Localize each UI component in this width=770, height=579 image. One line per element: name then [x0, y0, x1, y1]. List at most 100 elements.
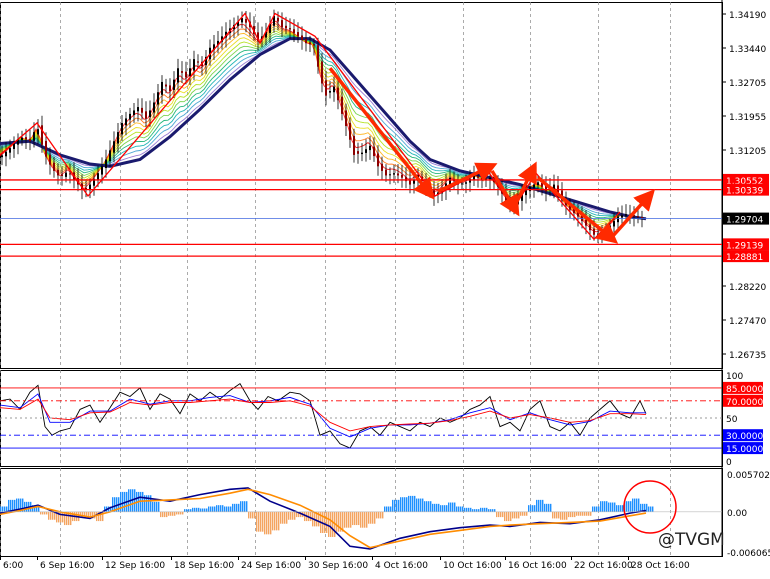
- macd-bar: [524, 511, 526, 516]
- macd-bar: [170, 511, 172, 516]
- candle-body: [129, 113, 131, 120]
- macd-bar: [26, 501, 28, 512]
- macd-bar: [632, 498, 634, 512]
- macd-bar: [310, 511, 312, 522]
- macd-bar: [516, 511, 518, 519]
- price-tick-label-8: 1.28220: [729, 283, 766, 293]
- macd-bar: [344, 511, 346, 528]
- macd-bar: [352, 511, 354, 526]
- macd-bar: [536, 499, 538, 512]
- candle-body: [525, 190, 527, 196]
- macd-bar: [454, 502, 456, 512]
- candle-body: [173, 79, 175, 90]
- macd-bar: [2, 506, 4, 512]
- macd-bar: [16, 498, 18, 512]
- candle-body: [465, 182, 467, 184]
- candle-body: [97, 173, 99, 181]
- macd-bar: [350, 511, 352, 528]
- macd-bar: [412, 495, 414, 512]
- macd-bar: [366, 511, 368, 528]
- macd-bar: [162, 511, 164, 518]
- macd-bar: [486, 507, 488, 512]
- x-tick-label-0: 6:00: [3, 561, 23, 571]
- candle-body: [553, 184, 555, 189]
- macd-bar: [558, 511, 560, 519]
- macd-bar: [368, 511, 370, 524]
- macd-bar: [192, 507, 194, 512]
- candle-body: [589, 224, 591, 231]
- macd-bar: [0, 506, 2, 512]
- macd-bar: [532, 505, 534, 512]
- macd-bar: [652, 506, 654, 512]
- macd-bar: [356, 511, 358, 526]
- macd-bar: [256, 511, 258, 532]
- candle-body: [409, 180, 411, 185]
- macd-bar: [190, 509, 192, 512]
- candle-body: [145, 111, 147, 119]
- price-tick-label-9: 1.27470: [729, 317, 766, 327]
- candle-body: [393, 173, 395, 175]
- hline-label-bg-4: [723, 212, 769, 225]
- macd-bar: [388, 506, 390, 512]
- macd-bar: [120, 491, 122, 512]
- macd-bar: [448, 502, 450, 512]
- macd-bar: [602, 501, 604, 512]
- macd-bar: [592, 506, 594, 512]
- macd-bar: [64, 511, 66, 526]
- osc-tick-label-0: 100: [726, 372, 743, 382]
- macd-bar: [180, 511, 182, 515]
- macd-bar: [160, 511, 162, 518]
- candle-body: [133, 110, 135, 116]
- macd-bar: [210, 506, 212, 512]
- hline-label-4: 1.29704: [726, 216, 763, 226]
- candle-body: [161, 81, 163, 95]
- candle-body: [157, 92, 159, 105]
- macd-bar: [562, 511, 564, 520]
- candle-body: [241, 18, 243, 23]
- macd-bar: [250, 511, 252, 519]
- price-tick-label-0: 1.34190: [729, 11, 766, 21]
- macd-bar: [272, 511, 274, 531]
- macd-bar: [318, 511, 320, 527]
- candle-body: [469, 178, 471, 183]
- macd-bar: [446, 505, 448, 512]
- macd-bar: [620, 505, 622, 512]
- candle-body: [269, 23, 271, 33]
- macd-bar: [60, 511, 62, 523]
- macd-bar: [574, 511, 576, 518]
- candle-body: [353, 135, 355, 155]
- panel-frame-2: [0, 370, 723, 467]
- candle-body: [261, 36, 263, 40]
- macd-bar: [428, 501, 430, 512]
- macd-bar: [6, 506, 8, 512]
- macd-bar: [520, 511, 522, 516]
- macd-bar: [110, 506, 112, 512]
- candle-body: [541, 182, 543, 187]
- macd-bar: [134, 489, 136, 512]
- candle-body: [277, 17, 279, 22]
- candle-body: [109, 150, 111, 162]
- candle-body: [341, 96, 343, 114]
- macd-bar: [214, 506, 216, 512]
- macd-bar: [622, 505, 624, 512]
- macd-bar: [286, 511, 288, 524]
- macd-bar: [288, 511, 290, 520]
- macd-bar: [328, 511, 330, 537]
- macd-bar: [152, 501, 154, 512]
- candle-body: [313, 44, 315, 46]
- macd-bar: [636, 498, 638, 512]
- macd-bar: [480, 507, 482, 512]
- macd-bar: [606, 501, 608, 512]
- macd-bar: [408, 495, 410, 512]
- macd-bar: [18, 498, 20, 512]
- candle-body: [217, 40, 219, 46]
- macd-bar: [116, 497, 118, 512]
- macd-bar: [406, 497, 408, 512]
- candle-body: [293, 29, 295, 33]
- macd-bar: [390, 506, 392, 512]
- candle-body: [45, 140, 47, 157]
- macd-bar: [24, 501, 26, 512]
- macd-bar: [578, 511, 580, 516]
- macd-bar: [644, 503, 646, 512]
- candle-body: [93, 178, 95, 186]
